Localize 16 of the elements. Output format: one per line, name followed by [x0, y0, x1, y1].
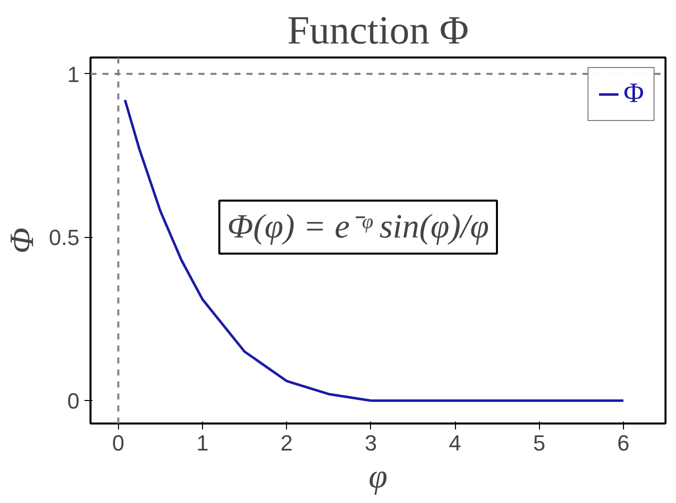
y-tick-label: 0.5 — [48, 225, 80, 250]
y-tick-label: 1 — [67, 62, 80, 87]
annotation: Φ(φ) = e⁻ᵠ sin(φ)/φ — [227, 208, 489, 246]
x-tick-label: 5 — [533, 430, 546, 456]
chart-title: Function Φ — [287, 8, 469, 52]
x-tick-label: 4 — [448, 430, 462, 456]
x-tick-label: 6 — [617, 430, 630, 456]
line-series — [124, 98, 625, 402]
y-tick-label: 0 — [67, 388, 80, 414]
x-tick-label: 3 — [364, 430, 377, 456]
x-tick-label: 2 — [280, 430, 293, 456]
y-axis-title: Φ — [4, 228, 41, 254]
x-axis-title: φ — [368, 458, 388, 496]
legend-label: Φ — [624, 78, 644, 110]
x-tick-label: 1 — [196, 430, 209, 456]
x-tick-label: 0 — [112, 430, 124, 456]
